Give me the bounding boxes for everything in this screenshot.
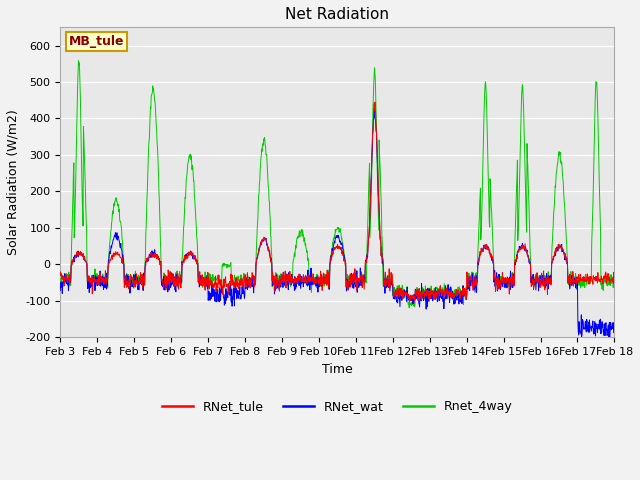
Line: RNet_wat: RNet_wat bbox=[60, 108, 614, 338]
RNet_tule bbox=[545, 278, 553, 284]
RNet_wat bbox=[424, 286, 431, 291]
Line: Rnet_4way: Rnet_4way bbox=[60, 61, 614, 308]
RNet_tule bbox=[371, 99, 379, 105]
Rnet_4way bbox=[545, 275, 553, 280]
Title: Net Radiation: Net Radiation bbox=[285, 7, 389, 22]
Rnet_4way bbox=[497, 274, 504, 280]
RNet_wat bbox=[242, 276, 250, 282]
RNet_tule bbox=[166, 269, 174, 275]
RNet_wat bbox=[56, 288, 64, 293]
RNet_tule bbox=[56, 269, 64, 275]
RNet_wat bbox=[545, 273, 553, 278]
RNet_tule bbox=[406, 298, 414, 303]
Rnet_4way bbox=[180, 222, 188, 228]
RNet_wat bbox=[371, 106, 378, 111]
Rnet_4way bbox=[56, 277, 64, 283]
RNet_tule bbox=[242, 284, 250, 290]
Rnet_4way bbox=[75, 58, 83, 64]
X-axis label: Time: Time bbox=[322, 363, 353, 376]
RNet_tule bbox=[180, 259, 188, 265]
RNet_wat bbox=[496, 281, 504, 287]
RNet_wat bbox=[606, 336, 614, 341]
Rnet_4way bbox=[405, 305, 413, 311]
Rnet_4way bbox=[166, 275, 174, 280]
RNet_wat bbox=[611, 319, 618, 324]
Y-axis label: Solar Radiation (W/m2): Solar Radiation (W/m2) bbox=[7, 109, 20, 255]
Line: RNet_tule: RNet_tule bbox=[60, 102, 614, 300]
RNet_tule bbox=[497, 282, 504, 288]
Rnet_4way bbox=[242, 275, 250, 280]
Text: MB_tule: MB_tule bbox=[68, 35, 124, 48]
Rnet_4way bbox=[611, 276, 618, 282]
Rnet_4way bbox=[424, 285, 432, 291]
RNet_tule bbox=[424, 289, 432, 295]
RNet_wat bbox=[166, 270, 174, 276]
RNet_wat bbox=[180, 259, 188, 265]
RNet_tule bbox=[611, 275, 618, 281]
Legend: RNet_tule, RNet_wat, Rnet_4way: RNet_tule, RNet_wat, Rnet_4way bbox=[157, 395, 518, 418]
